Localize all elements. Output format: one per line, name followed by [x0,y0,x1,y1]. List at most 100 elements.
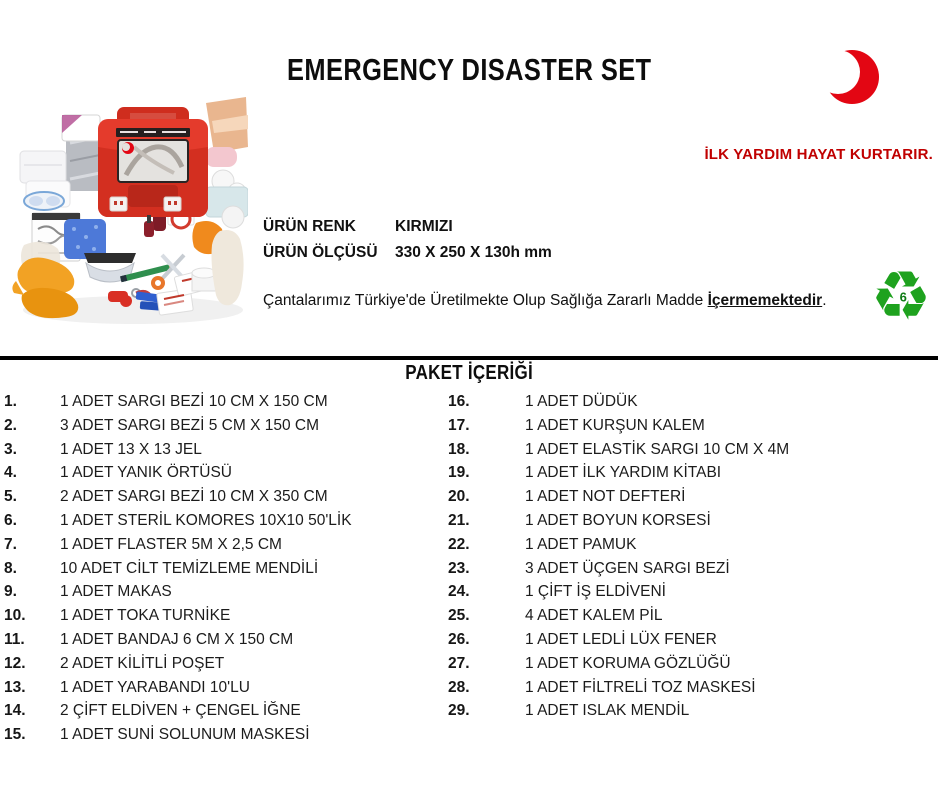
list-item: 11. 1 ADET BANDAJ 6 CM X 150 CM [4,628,444,652]
item-text: 3 ADET ÜÇGEN SARGI BEZİ [525,559,730,577]
section-divider [0,356,938,360]
item-number: 1. [4,393,17,410]
item-text: 1 ADET KORUMA GÖZLÜĞÜ [525,654,731,672]
list-item: 29. 1 ADET ISLAK MENDİL [448,699,936,723]
item-number: 12. [4,654,26,672]
list-item: 12. 2 ADET KİLİTLİ POŞET [4,652,444,676]
list-item: 13. 1 ADET YARABANDI 10'LU [4,676,444,700]
item-number: 18. [448,440,470,458]
item-number: 14. [4,702,26,720]
product-specs: ÜRÜN RENK KIRMIZI ÜRÜN ÖLÇÜSÜ 330 X 250 … [263,218,552,262]
spec-label-color: ÜRÜN RENK [263,218,356,235]
small-bottle [144,215,154,237]
item-text: 1 ADET BOYUN KORSESİ [525,511,711,529]
item-number: 10. [4,607,26,625]
item-text: 2 ADET SARGI BEZİ 10 CM X 350 CM [60,488,328,506]
spec-value-size: 330 X 250 X 130h mm [395,244,552,261]
item-text: 1 ÇİFT İŞ ELDİVENİ [525,583,666,601]
item-text: 1 ADET PAMUK [525,535,637,553]
item-number: 13. [4,678,26,696]
item-number: 27. [448,654,470,672]
list-item: 16. 1 ADET DÜDÜK [448,390,936,414]
list-item: 21. 1 ADET BOYUN KORSESİ [448,509,936,533]
list-item: 27. 1 ADET KORUMA GÖZLÜĞÜ [448,652,936,676]
item-number: 22. [448,535,470,553]
item-text: 1 ADET SARGI BEZİ 10 CM X 150 CM [60,393,328,410]
list-item: 15. 1 ADET SUNİ SOLUNUM MASKESİ [4,723,444,747]
product-note: Çantalarımız Türkiye'de Üretilmekte Olup… [263,292,863,310]
item-text: 1 ADET BANDAJ 6 CM X 150 CM [60,630,294,648]
item-text: 1 ADET TOKA TURNİKE [60,607,231,625]
list-item: 8. 10 ADET CİLT TEMİZLEME MENDİLİ [4,557,444,581]
item-text: 1 ADET ISLAK MENDİL [525,702,690,720]
item-text: 1 ADET DÜDÜK [525,393,638,410]
contents-list-left: 1. 1 ADET SARGI BEZİ 10 CM X 150 CM 2. 3 AD… [4,390,444,747]
item-number: 19. [448,464,470,482]
red-crescent-svg [825,50,879,104]
contents-heading-text: PAKET İÇERİĞİ [405,362,533,384]
list-item: 7. 1 ADET FLASTER 5M X 2,5 CM [4,533,444,557]
product-photo [8,95,249,331]
list-item: 19. 1 ADET İLK YARDIM KİTABI [448,461,936,485]
item-number: 16. [448,393,470,410]
note-suffix: . [822,292,827,309]
item-number: 3. [4,440,17,458]
item-number: 9. [4,583,17,601]
list-item: 4. 1 ADET YANIK ÖRTÜSÜ [4,461,444,485]
list-item: 6. 1 ADET STERİL KOMORES 10X10 50'LİK [4,509,444,533]
recycle-glyph: ♻ [870,257,932,337]
item-number: 15. [4,726,26,744]
item-number: 5. [4,488,17,506]
recycle-icon: ♻ 6 [864,258,938,340]
item-number: 20. [448,488,470,506]
item-text: 2 ÇİFT ELDİVEN + ÇENGEL İĞNE [60,702,301,720]
item-text: 1 ADET İLK YARDIM KİTABI [525,464,722,482]
item-text: 1 ADET MAKAS [60,583,172,601]
item-text: 10 ADET CİLT TEMİZLEME MENDİLİ [60,559,319,577]
item-number: 11. [4,630,25,648]
list-item: 18. 1 ADET ELASTİK SARGI 10 CM X 4M [448,438,936,462]
swim-goggles [23,191,65,211]
first-aid-case [98,107,208,217]
red-crescent-icon [818,44,882,110]
item-text: 2 ADET KİLİTLİ POŞET [60,654,225,672]
item-number: 29. [448,702,470,720]
item-text: 1 ADET YANIK ÖRTÜSÜ [60,464,232,482]
item-text: 1 ADET SUNİ SOLUNUM MASKESİ [60,726,310,744]
sterile-pack [61,114,101,142]
item-text: 1 ADET FLASTER 5M X 2,5 CM [60,535,282,553]
page-title: EMERGENCY DISASTER SET [0,52,938,88]
contents-heading: PAKET İÇERİĞİ [0,362,938,385]
work-gloves [12,257,79,319]
latex-glove-right [211,230,244,306]
item-text: 4 ADET KALEM PİL [525,607,663,625]
bandage-rolls-right [205,169,249,229]
list-item: 10. 1 ADET TOKA TURNİKE [4,604,444,628]
item-number: 7. [4,535,17,553]
item-text: 1 ADET YARABANDI 10'LU [60,678,250,696]
item-number: 21. [448,511,470,529]
item-number: 26. [448,630,470,648]
item-text: 1 ADET ELASTİK SARGI 10 CM X 4M [525,440,790,458]
gel-pack [64,219,106,259]
list-item: 1. 1 ADET SARGI BEZİ 10 CM X 150 CM [4,390,444,414]
list-item: 28. 1 ADET FİLTRELİ TOZ MASKESİ [448,676,936,700]
item-text: 3 ADET SARGI BEZİ 5 CM X 150 CM [60,416,319,434]
case-latches [109,196,182,212]
item-number: 17. [448,416,470,434]
list-item: 20. 1 ADET NOT DEFTERİ [448,485,936,509]
item-number: 2. [4,416,17,434]
item-text: 1 ADET KURŞUN KALEM [525,416,705,434]
list-item: 9. 1 ADET MAKAS [4,580,444,604]
item-number: 23. [448,559,470,577]
list-item: 25. 4 ADET KALEM PİL [448,604,936,628]
list-item: 5. 2 ADET SARGI BEZİ 10 CM X 350 CM [4,485,444,509]
item-text: 1 ADET STERİL KOMORES 10X10 50'LİK [60,511,352,529]
item-text: 1 ADET NOT DEFTERİ [525,488,686,506]
spec-label-size: ÜRÜN ÖLÇÜSÜ [263,244,378,261]
item-number: 8. [4,559,17,577]
list-item: 14. 2 ÇİFT ELDİVEN + ÇENGEL İĞNE [4,699,444,723]
spec-value-color: KIRMIZI [395,218,453,235]
item-number: 24. [448,583,470,601]
